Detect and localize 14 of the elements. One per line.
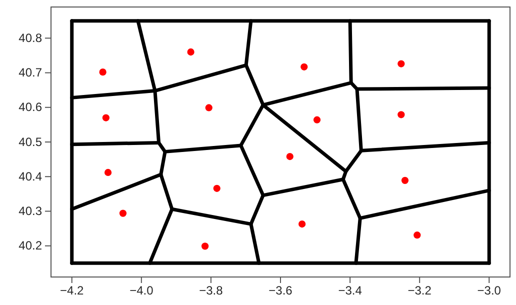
x-tick-label: −3.2 <box>408 284 432 298</box>
y-tick-label: 40.2 <box>18 238 42 253</box>
x-tick-label: −4.2 <box>60 284 84 298</box>
y-tick-label: 40.7 <box>18 66 42 80</box>
y-tick-label: 40.3 <box>18 204 42 218</box>
y-tick-label: 40.5 <box>18 134 42 149</box>
x-tick-label: −3.6 <box>268 284 293 298</box>
y-tick-label: 40.4 <box>18 169 42 184</box>
x-tick-label: −3.0 <box>477 284 502 298</box>
x-tick-label: −4.0 <box>130 284 154 298</box>
x-tick-label: −3.8 <box>199 284 224 298</box>
y-tick-label: 40.6 <box>18 100 42 114</box>
y-tick-label: 40.8 <box>18 30 42 45</box>
x-tick-label: −3.4 <box>338 284 362 298</box>
